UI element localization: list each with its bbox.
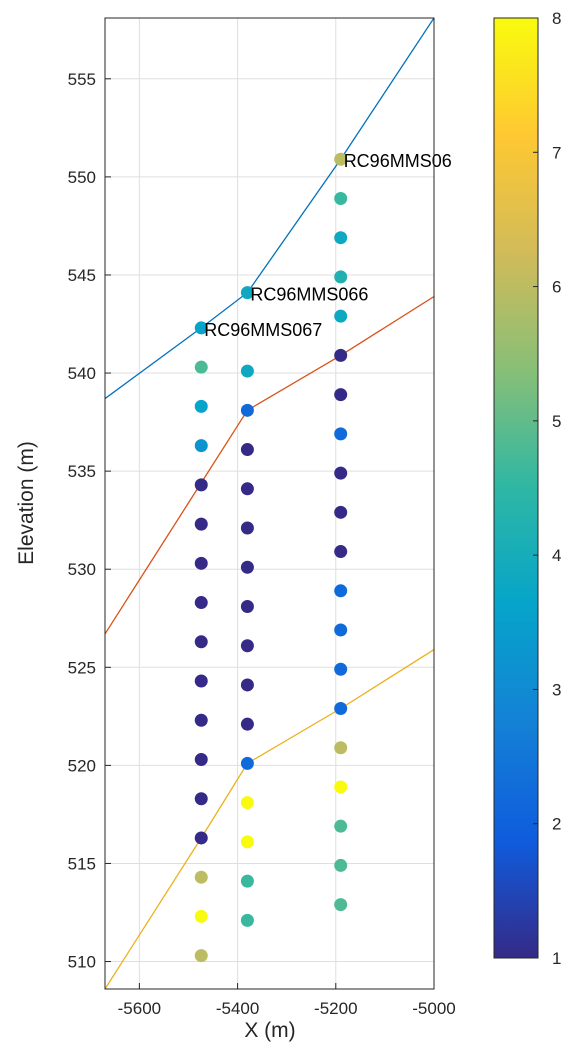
sample-point <box>240 717 254 731</box>
sample-point <box>240 835 254 849</box>
sample-point <box>194 792 208 806</box>
y-tick-label: 520 <box>68 756 96 775</box>
y-tick-label: 525 <box>68 658 96 677</box>
y-tick-label: 540 <box>68 364 96 383</box>
y-axis-label: Elevation (m) <box>15 441 38 565</box>
sample-point <box>194 517 208 531</box>
sample-point <box>194 478 208 492</box>
hole-labels: RC96MMS067 RC96MMS066 RC96MMS06 <box>204 151 452 340</box>
sample-point <box>240 443 254 457</box>
y-tick-label: 535 <box>68 462 96 481</box>
sample-point <box>334 270 348 284</box>
sample-point <box>334 741 348 755</box>
sample-point <box>334 662 348 676</box>
colorbar-tick-label: 8 <box>552 9 561 28</box>
sample-point <box>334 466 348 480</box>
sample-point <box>194 439 208 453</box>
sample-point <box>334 780 348 794</box>
sample-point <box>240 521 254 535</box>
sample-point <box>334 388 348 402</box>
colorbar <box>493 17 539 959</box>
y-tick-label: 555 <box>68 70 96 89</box>
hole-label: RC96MMS067 <box>204 320 322 340</box>
y-tick-label: 510 <box>68 953 96 972</box>
sample-point <box>194 596 208 610</box>
hole-label: RC96MMS06 <box>344 151 452 171</box>
sample-points <box>194 152 348 963</box>
sample-point <box>334 623 348 637</box>
y-tick-label: 550 <box>68 168 96 187</box>
axes-background <box>105 18 434 989</box>
sample-point <box>240 639 254 653</box>
sample-point <box>240 756 254 770</box>
sample-point <box>194 321 208 335</box>
sample-point <box>194 831 208 845</box>
colorbar-tick-label: 7 <box>552 143 561 162</box>
sample-point <box>194 713 208 727</box>
sample-point <box>194 399 208 413</box>
x-ticks: -5600 -5400 -5200 -5000 <box>118 983 456 1018</box>
sample-point <box>334 858 348 872</box>
sample-point <box>334 819 348 833</box>
sample-point <box>334 427 348 441</box>
x-tick-label: -5000 <box>412 999 455 1018</box>
sample-point <box>334 545 348 559</box>
colorbar-tick-label: 1 <box>552 949 561 968</box>
colorbar-tick-label: 3 <box>552 680 561 699</box>
sample-point <box>194 635 208 649</box>
sample-point <box>240 482 254 496</box>
y-tick-label: 545 <box>68 266 96 285</box>
sample-point <box>334 348 348 362</box>
colorbar-tick-label: 5 <box>552 412 561 431</box>
sample-point <box>194 909 208 923</box>
sample-point <box>240 364 254 378</box>
x-tick-label: -5600 <box>118 999 161 1018</box>
y-tick-label: 515 <box>68 854 96 873</box>
sample-point <box>194 870 208 884</box>
sample-point <box>334 898 348 912</box>
sample-point <box>240 560 254 574</box>
sample-point <box>240 286 254 300</box>
colorbar-tick-label: 4 <box>552 546 561 565</box>
y-ticks: 510 515 520 525 530 535 540 545 550 555 <box>68 70 111 972</box>
x-axis-label: X (m) <box>244 1019 295 1042</box>
sample-point <box>240 913 254 927</box>
sample-point <box>334 505 348 519</box>
sample-point <box>240 403 254 417</box>
y-tick-label: 530 <box>68 560 96 579</box>
sample-point <box>194 674 208 688</box>
x-tick-label: -5200 <box>314 999 357 1018</box>
colorbar-tick-label: 2 <box>552 815 561 834</box>
hole-label: RC96MMS066 <box>250 285 368 305</box>
colorbar-tick-label: 6 <box>552 278 561 297</box>
sample-point <box>194 752 208 766</box>
sample-point <box>194 360 208 374</box>
sample-point <box>240 678 254 692</box>
colorbar-ticks: 1 2 3 4 5 6 7 8 <box>533 9 561 968</box>
sample-point <box>240 599 254 613</box>
sample-point <box>334 309 348 323</box>
axes-box <box>104 17 435 990</box>
sample-point <box>240 874 254 888</box>
sample-point <box>240 796 254 810</box>
sample-point <box>194 949 208 963</box>
sample-point <box>334 701 348 715</box>
sample-point <box>334 191 348 205</box>
sample-point <box>334 231 348 245</box>
sample-point <box>334 584 348 598</box>
sample-point <box>194 556 208 570</box>
sample-point <box>334 152 348 166</box>
x-tick-label: -5400 <box>216 999 259 1018</box>
